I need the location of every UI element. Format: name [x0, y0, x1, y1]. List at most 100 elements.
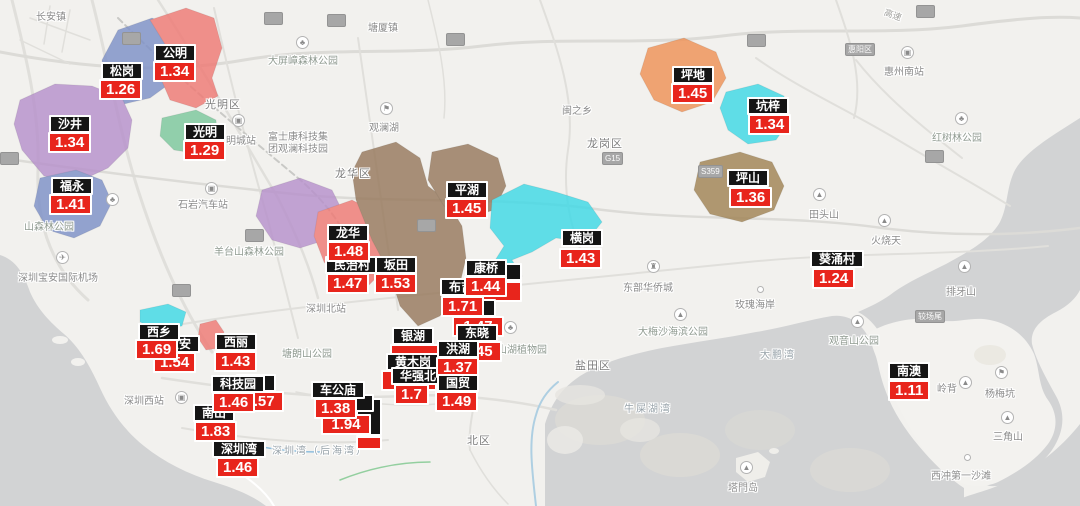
golf-icon: ⚑ — [380, 102, 393, 115]
airport-icon: ✈ — [56, 251, 69, 264]
district-name: 西丽 — [215, 333, 258, 351]
place-label: 闽之乡 — [562, 106, 592, 117]
place-label: 大屏嶂森林公园 — [268, 56, 338, 67]
place-label: 玫瑰海岸 — [735, 300, 775, 311]
district-value: 1.41 — [49, 194, 93, 215]
district-name: 深圳湾 — [212, 440, 267, 458]
road-shield-icon — [446, 33, 465, 46]
park-icon: ♣ — [955, 112, 968, 125]
district-name: 坑梓 — [747, 97, 790, 115]
place-label: 北区 — [467, 435, 491, 447]
district-value: 1.46 — [212, 392, 256, 413]
train-station-icon: ▣ — [232, 114, 245, 127]
district-value: 1.44 — [464, 276, 508, 297]
place-label: 大鹏湾 — [760, 350, 796, 361]
place-label: 深圳北站 — [306, 304, 346, 315]
place-label: 塘朗山公园 — [282, 349, 332, 360]
place-label: 深圳西站 — [124, 396, 164, 407]
place-label: 深圳湾（后海湾） — [272, 446, 368, 457]
district-value: 1.34 — [748, 114, 792, 135]
place-label: 山森林公园 — [24, 222, 74, 233]
road-shield-icon — [417, 219, 436, 232]
district-value: 1.49 — [435, 391, 479, 412]
road-badge: 较场尾 — [915, 310, 945, 323]
place-label: 高速 — [882, 7, 904, 23]
mountain-icon: ▲ — [959, 376, 972, 389]
mountain-icon: ▲ — [813, 188, 826, 201]
place-label: 盐田区 — [575, 360, 611, 372]
district-value: 1.7 — [394, 384, 429, 405]
place-label: 羊台山森林公园 — [214, 247, 284, 258]
road-shield-icon — [747, 34, 766, 47]
district-value: 1.11 — [888, 380, 931, 401]
district-name: 沙井 — [49, 115, 92, 133]
district-name: 康桥 — [465, 259, 508, 277]
district-name: 车公庙 — [311, 381, 366, 399]
place-label: 观澜湖 — [369, 123, 399, 134]
district-name: 国贸 — [437, 374, 480, 392]
road-badge: 惠阳区 — [845, 43, 875, 56]
park-icon: ♣ — [106, 193, 119, 206]
place-label: 龙岗区 — [587, 138, 623, 150]
road-shield-icon — [0, 152, 19, 165]
mountain-icon: ▲ — [958, 260, 971, 273]
mountain-icon: ▲ — [674, 308, 687, 321]
district-value: 1.24 — [812, 268, 856, 289]
road-shield-icon — [172, 284, 191, 297]
place-label: 杨梅坑 — [985, 389, 1015, 400]
district-value: 1.26 — [99, 79, 143, 100]
district-name: 西乡 — [138, 323, 181, 341]
district-name: 洪湖 — [437, 340, 480, 358]
mountain-icon: ▲ — [851, 315, 864, 328]
place-label: 岭背 — [937, 384, 957, 395]
district-name: 银湖 — [392, 327, 435, 345]
district-value: 1.45 — [445, 198, 489, 219]
district-name: 福永 — [51, 177, 94, 195]
train-station-icon: ▣ — [175, 391, 188, 404]
place-label: 深圳宝安国际机场 — [18, 273, 98, 284]
place-label: 西冲第一沙滩 — [931, 471, 991, 482]
district-name: 平湖 — [446, 181, 489, 199]
district-value: 1.83 — [194, 421, 238, 442]
road-shield-icon — [925, 150, 944, 163]
district-name: 科技园 — [211, 375, 266, 393]
district-value: 1.34 — [153, 61, 197, 82]
place-label: 富士康科技集 — [268, 132, 328, 143]
place-label: 山湖植物园 — [497, 345, 547, 356]
road-badge: G15 — [602, 152, 624, 165]
place-label: 塔門岛 — [728, 483, 758, 494]
place-label: 牛屎湖湾 — [624, 404, 672, 415]
district-name: 葵涌村 — [810, 250, 865, 268]
mountain-icon: ▲ — [878, 214, 891, 227]
place-label: 东部华侨城 — [623, 283, 673, 294]
district-value: 1.36 — [729, 187, 773, 208]
road-shield-icon — [122, 32, 141, 45]
place-label: 龙华区 — [335, 168, 371, 180]
place-label: 火烧天 — [871, 236, 901, 247]
place-label: 排牙山 — [946, 287, 976, 298]
outlying-land — [52, 318, 1056, 492]
district-value: 1.43 — [214, 351, 258, 372]
district-value: 1.48 — [327, 241, 371, 262]
place-label: 塘厦镇 — [368, 23, 398, 34]
tower-icon: ♜ — [647, 260, 660, 273]
place-label: 观音山公园 — [829, 336, 879, 347]
park-icon: ♣ — [504, 321, 517, 334]
district-name: 横岗 — [561, 229, 604, 247]
place-label: 光明区 — [205, 99, 241, 111]
district-value: 1.71 — [441, 296, 485, 317]
district-name: 坂田 — [375, 256, 418, 274]
place-label: 田头山 — [809, 210, 839, 221]
place-label: 惠州南站 — [884, 67, 924, 78]
beach-icon — [964, 454, 971, 461]
district-value: 1.43 — [559, 248, 603, 269]
district-value: 1.69 — [135, 339, 179, 360]
district-name: 坪山 — [727, 169, 770, 187]
district-name: 光明 — [184, 123, 227, 141]
place-label: 长安镇 — [36, 12, 66, 23]
district-name: 南澳 — [888, 362, 931, 380]
bus-station-icon: ▣ — [205, 182, 218, 195]
district-value: 1.45 — [671, 83, 715, 104]
